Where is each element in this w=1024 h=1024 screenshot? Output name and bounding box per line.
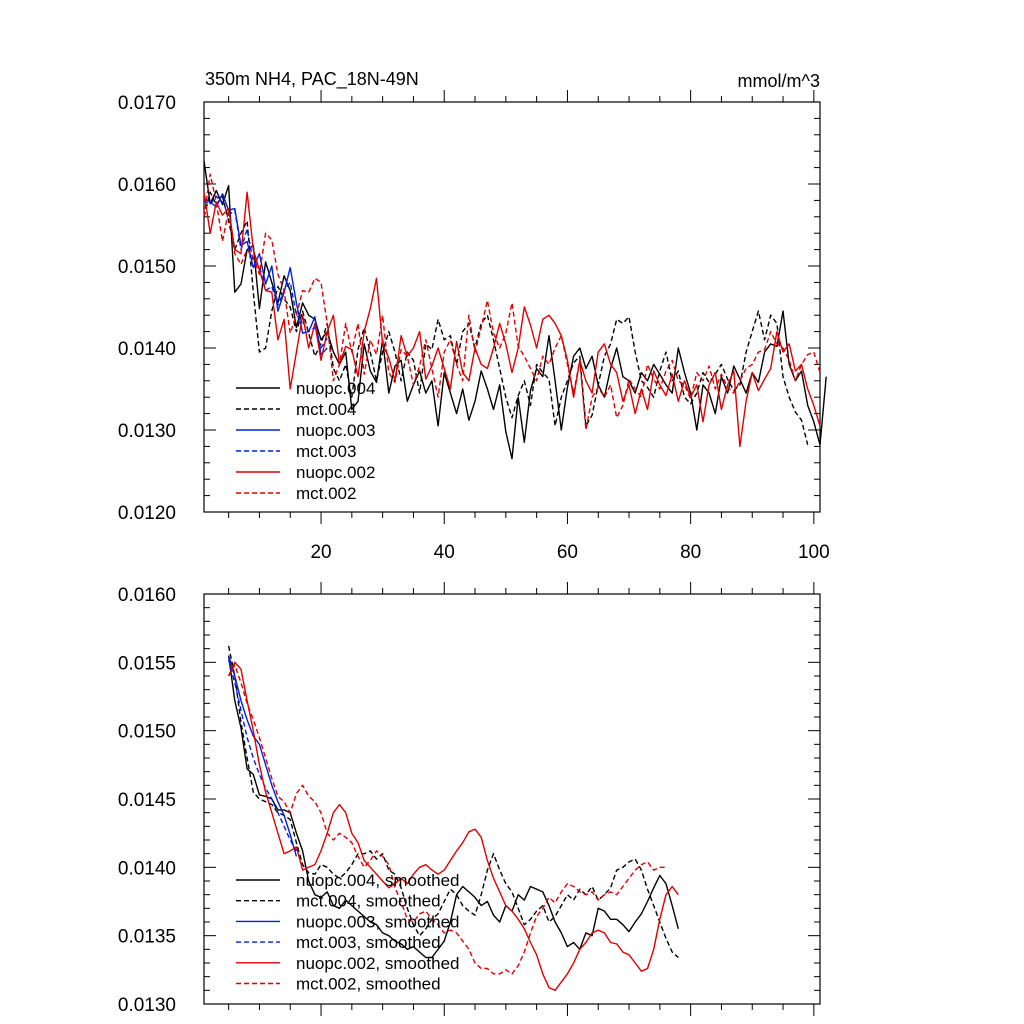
legend-label: nuopc.002 bbox=[296, 463, 375, 482]
legend-label: nuopc.004, smoothed bbox=[296, 871, 460, 890]
x-tick-label: 80 bbox=[680, 542, 701, 563]
y-tick-label: 0.0135 bbox=[118, 927, 176, 948]
series-line-nuopc-004 bbox=[203, 160, 827, 460]
legend-label: nuopc.003 bbox=[296, 421, 375, 440]
legend-label: nuopc.004 bbox=[296, 379, 375, 398]
y-tick-label: 0.0140 bbox=[118, 858, 176, 879]
series-line-mct-002-smoothed bbox=[227, 664, 666, 975]
chart-title: 350m NH4, PAC_18N-49N bbox=[205, 69, 419, 90]
x-tick-label: 40 bbox=[434, 542, 455, 563]
legend-label: mct.003 bbox=[296, 442, 356, 461]
y-tick-label: 0.0130 bbox=[118, 421, 176, 442]
units-label: mmol/m^3 bbox=[738, 71, 820, 91]
series-line-mct-004 bbox=[203, 191, 809, 445]
y-tick-label: 0.0150 bbox=[118, 257, 176, 278]
x-tick-label: 100 bbox=[798, 542, 830, 563]
y-tick-label: 0.0170 bbox=[118, 93, 176, 114]
y-tick-label: 0.0150 bbox=[118, 722, 176, 743]
legend-label: nuopc.003, smoothed bbox=[296, 912, 460, 931]
y-tick-label: 0.0140 bbox=[118, 339, 176, 360]
legend-label: mct.003, smoothed bbox=[296, 933, 441, 952]
x-tick-label: 20 bbox=[310, 542, 331, 563]
y-tick-label: 0.0130 bbox=[118, 995, 176, 1016]
series-line-nuopc-004-smoothed bbox=[227, 655, 679, 959]
legend-label: mct.002 bbox=[296, 484, 356, 503]
y-tick-label: 0.0160 bbox=[118, 175, 176, 196]
legend-label: mct.004 bbox=[296, 400, 356, 419]
y-tick-label: 0.0145 bbox=[118, 790, 176, 811]
y-tick-label: 0.0120 bbox=[118, 503, 176, 524]
bottom-panel: 0.0130 0.0135 0.0140 0.0145 0.0150 0.0155 0.01… bbox=[118, 582, 821, 1016]
series-line-mct-003-smoothed bbox=[227, 659, 298, 852]
series-line-nuopc-003-smoothed bbox=[227, 655, 298, 857]
y-tick-label: 0.0155 bbox=[118, 653, 176, 674]
series-line-nuopc-002-smoothed bbox=[227, 661, 679, 991]
x-tick-label: 60 bbox=[557, 542, 578, 563]
legend-label: mct.004, smoothed bbox=[296, 892, 441, 911]
series-line-nuopc-002 bbox=[203, 191, 821, 448]
plot-frame bbox=[203, 101, 821, 513]
legend-label: nuopc.002, smoothed bbox=[296, 954, 460, 973]
series-line-mct-003 bbox=[203, 195, 328, 349]
y-tick-label: 0.0160 bbox=[118, 585, 176, 606]
top-panel: 0.0120 0.0130 0.0140 0.0150 0.0160 0.0170 20 40… bbox=[118, 90, 830, 563]
series-line-nuopc-003 bbox=[203, 193, 328, 356]
legend-label: mct.002, smoothed bbox=[296, 975, 441, 994]
